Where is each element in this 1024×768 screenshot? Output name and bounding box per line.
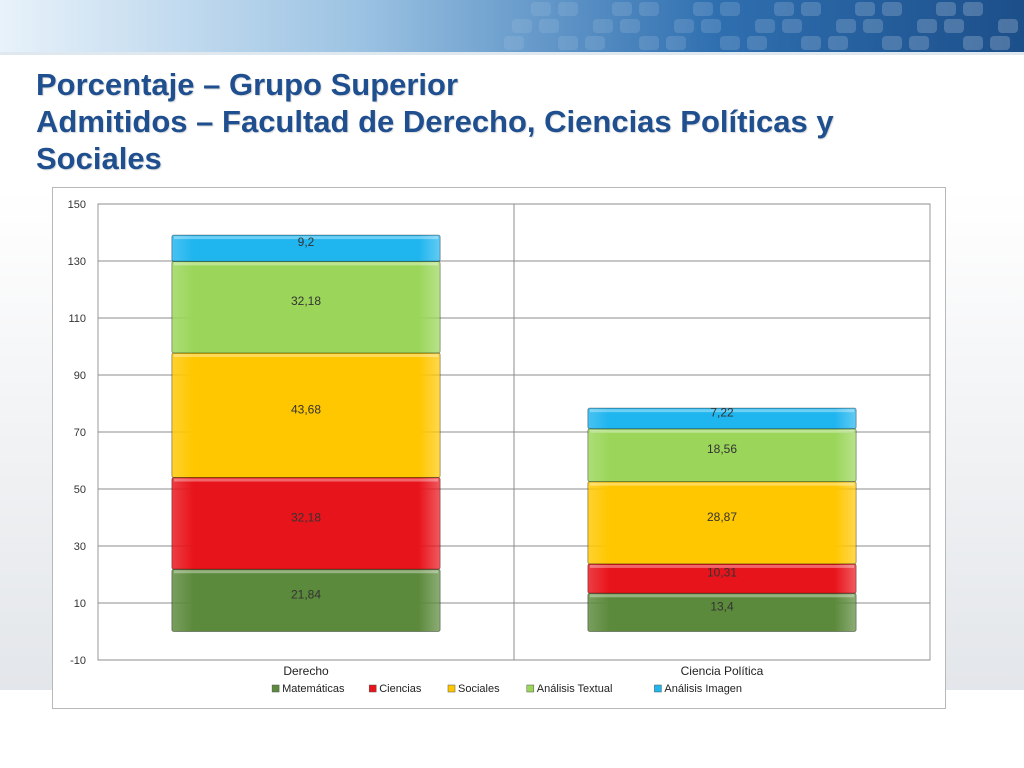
decorative-tile	[593, 19, 613, 33]
decorative-tile	[863, 19, 883, 33]
stacked-bar-chart: 150 130 110 90 70 50 30 10 -10 21,84 32,18 43,68 32,…	[68, 199, 931, 695]
bar-highlight	[589, 482, 855, 486]
decorative-tile	[782, 19, 802, 33]
decorative-tile	[585, 36, 605, 50]
legend-swatch	[526, 684, 535, 693]
decorative-tile	[990, 36, 1010, 50]
y-tick-label: 110	[68, 313, 86, 325]
bar-highlight	[173, 354, 439, 358]
decorative-tile	[558, 2, 578, 16]
data-label: 9,2	[298, 235, 315, 249]
decorative-tile	[836, 19, 856, 33]
decorative-tile	[963, 36, 983, 50]
legend-label: Análisis Textual	[537, 683, 613, 695]
decorative-tile	[882, 2, 902, 16]
bar-highlight	[589, 409, 855, 413]
y-tick-label: 50	[74, 484, 86, 496]
data-label: 32,18	[291, 510, 321, 524]
legend-label: Análisis Imagen	[664, 683, 742, 695]
decorative-tile	[747, 36, 767, 50]
decorative-tiles	[504, 0, 1024, 52]
x-category-label: Ciencia Política	[681, 664, 764, 678]
data-label: 10,31	[707, 566, 737, 580]
title-line-2: Admitidos – Facultad de Derecho, Ciencia…	[36, 104, 834, 139]
decorative-tile	[801, 36, 821, 50]
legend-swatch	[447, 684, 456, 693]
header-divider	[0, 52, 1024, 55]
decorative-tile	[674, 19, 694, 33]
y-tick-label: 30	[74, 541, 86, 553]
decorative-tile	[620, 19, 640, 33]
y-tick-label: 90	[74, 370, 86, 382]
bar-highlight	[173, 570, 439, 574]
bar-segment	[171, 568, 441, 633]
bar-highlight	[173, 478, 439, 482]
decorative-tile	[998, 19, 1018, 33]
legend-swatch	[654, 684, 662, 693]
title-line-1: Porcentaje – Grupo Superior	[36, 67, 459, 102]
bar-segment	[587, 428, 857, 483]
legend-swatch	[368, 684, 377, 693]
decorative-tile	[701, 19, 721, 33]
bar-segment	[171, 234, 441, 262]
data-label: 18,56	[707, 442, 737, 456]
decorative-tile	[639, 36, 659, 50]
bar-segment	[587, 407, 857, 430]
bar-highlight	[589, 564, 855, 568]
legend-label: Matemáticas	[282, 683, 345, 695]
decorative-tile	[917, 19, 937, 33]
legend-swatch	[271, 684, 280, 693]
header-band	[0, 0, 1024, 52]
slide-title: Porcentaje – Grupo Superior Admitidos – …	[36, 66, 996, 177]
y-tick-label: -10	[70, 655, 86, 667]
chart-container: 150 130 110 90 70 50 30 10 -10 21,84 32,18 43,68 32,…	[52, 187, 946, 709]
decorative-tile	[855, 2, 875, 16]
decorative-tile	[909, 36, 929, 50]
decorative-tile	[693, 2, 713, 16]
decorative-tile	[963, 2, 983, 16]
y-tick-label: 10	[74, 598, 86, 610]
decorative-tile	[558, 36, 578, 50]
decorative-tile	[720, 36, 740, 50]
bar-highlight	[589, 594, 855, 598]
bar-highlight	[173, 236, 439, 240]
decorative-tile	[531, 2, 551, 16]
y-tick-label: 150	[68, 199, 86, 211]
x-category-label: Derecho	[283, 664, 329, 678]
data-label: 13,4	[710, 599, 734, 613]
y-tick-label: 130	[68, 256, 86, 268]
data-label: 21,84	[291, 587, 321, 601]
decorative-tile	[801, 2, 821, 16]
decorative-tile	[720, 2, 740, 16]
decorative-tile	[666, 36, 686, 50]
decorative-tile	[828, 36, 848, 50]
data-label: 7,22	[710, 405, 734, 419]
legend-label: Sociales	[458, 683, 500, 695]
bar-highlight	[589, 429, 855, 433]
legend-label: Ciencias	[379, 683, 422, 695]
decorative-tile	[612, 2, 632, 16]
decorative-tile	[882, 36, 902, 50]
decorative-tile	[504, 36, 524, 50]
title-line-3: Sociales	[36, 141, 162, 176]
decorative-tile	[774, 2, 794, 16]
data-label: 28,87	[707, 510, 737, 524]
decorative-tile	[936, 2, 956, 16]
decorative-tile	[755, 19, 775, 33]
data-label: 43,68	[291, 402, 321, 416]
decorative-tile	[539, 19, 559, 33]
decorative-tile	[512, 19, 532, 33]
y-tick-label: 70	[74, 427, 86, 439]
data-label: 32,18	[291, 294, 321, 308]
decorative-tile	[944, 19, 964, 33]
bar-highlight	[173, 262, 439, 266]
decorative-tile	[639, 2, 659, 16]
